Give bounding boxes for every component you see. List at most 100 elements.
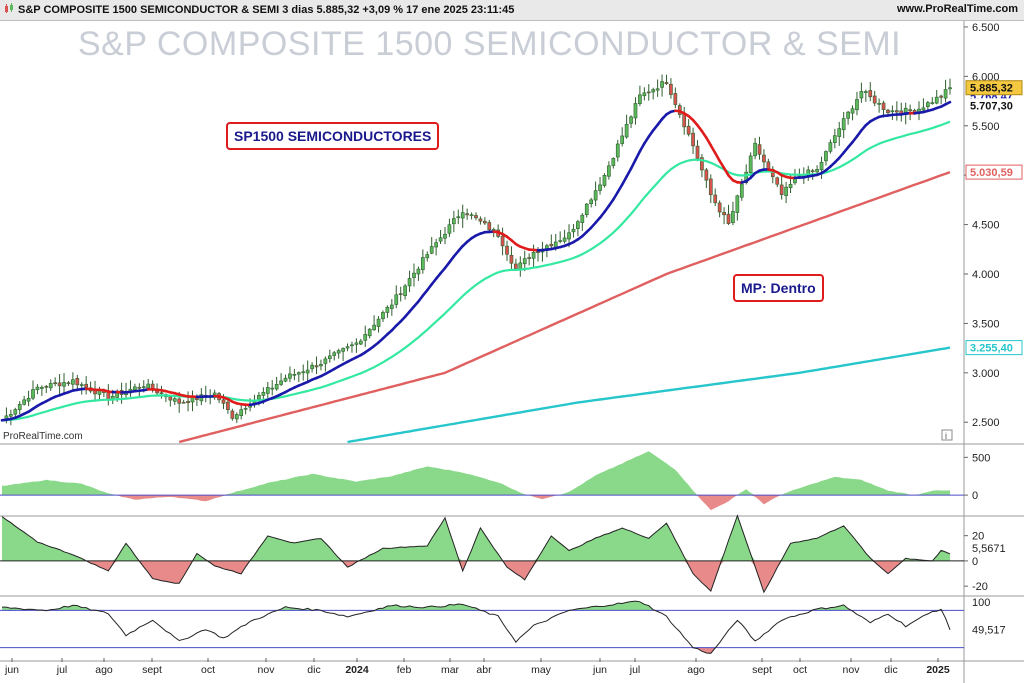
candle-body [819,161,824,171]
candle-body [79,384,84,386]
candle-body [394,294,399,305]
candle-body [31,389,35,399]
candle-body [13,409,18,415]
candle-body [62,382,66,387]
ma-longest-label: 3.255,40 [970,343,1013,355]
candle-body [270,387,275,390]
candle-body [22,399,26,405]
candle-body [159,392,164,394]
candle-body [868,90,873,98]
candle-body [739,183,744,198]
candle-body [726,213,731,224]
candle-body [571,228,576,233]
candle-body [921,107,926,111]
ma-fast-segment [629,158,637,170]
candle-body [589,199,594,205]
candle-body [673,93,678,105]
candle-body [443,233,447,239]
candle-body [908,109,912,112]
ma-fast-segment [620,175,628,186]
candle-body [283,377,288,382]
ma-fast-segment [705,136,713,147]
candle-body [460,212,465,219]
x-tick-label: 2025 [926,664,950,676]
candle-body [894,110,899,113]
chart-canvas[interactable]: S&P COMPOSITE 1500 SEMICONDUCTOR & SEMI 2… [0,21,1024,683]
candle-body [57,382,62,387]
candle-body [527,257,532,259]
candle-body [824,151,828,162]
candle-body [305,369,310,374]
y-tick-label: 4.000 [972,269,1000,281]
candle-body [17,403,22,410]
ma-fast-segment [612,190,620,201]
candle-body [624,124,629,138]
ma-fast-segment [713,151,721,163]
y-tick-label: 3.500 [972,318,1000,330]
ma-long-line [178,170,951,444]
ma-long-label: 5.030,59 [970,167,1013,179]
candle-body [186,400,190,404]
candle-body [181,401,186,404]
candle-body [722,211,726,216]
candle-body [9,414,13,417]
candle-body [372,324,376,331]
candle-body [35,386,40,391]
candle-body [837,128,842,137]
osc3-tick-label: 100 [972,597,990,609]
candle-body [243,408,248,410]
candle-body [44,385,49,388]
ma-fast-segment [616,183,624,194]
candle-body [500,235,505,247]
candle-body [474,215,478,219]
candle-body [939,95,943,98]
candle-body [841,118,846,131]
candle-body [562,237,567,242]
candle-body [40,387,44,389]
candle-body [779,184,784,195]
credit-label: ProRealTime.com [3,431,83,442]
osc2-tick-label: 20 [972,531,984,543]
x-tick-label: nov [843,664,861,676]
candle-body [633,103,638,119]
candle-body [407,278,412,287]
candle-body [234,414,239,420]
site-url[interactable]: www.ProRealTime.com [896,3,1018,15]
ma-longest-label-bg [965,340,1023,356]
candle-body [75,378,80,386]
ma-fast-label-bg [966,98,1022,113]
annotation-mp-dentro: MP: Dentro [733,274,824,302]
chart-title: S&P COMPOSITE 1500 SEMICONDUCTOR & SEMI … [4,3,514,16]
candle-body [363,334,368,341]
candle-body [877,103,881,105]
x-tick-label: jul [56,664,68,676]
candle-body [230,410,235,419]
candle-body [261,392,266,396]
candle-body [146,383,151,389]
osc3-overbought-fill [2,601,950,611]
candle-body [483,220,487,224]
candle-body [429,246,434,254]
candle-body [456,216,461,219]
candle-body [549,243,554,247]
watermark-title: S&P COMPOSITE 1500 SEMICONDUCTOR & SEMI [78,25,901,63]
candle-body [948,87,952,90]
candle-body [593,190,598,201]
osc3-line [2,600,951,654]
candle-body [425,254,430,259]
candle-body [607,165,611,177]
candle-body [398,293,403,295]
y-tick-label: 6.500 [972,22,1000,34]
candle-body [265,387,270,394]
candle-body [509,254,514,264]
candle-body [598,184,602,191]
candle-body [664,82,669,85]
candle-body [288,373,292,379]
y-tick-label: 3.000 [972,368,1000,380]
candle-body [558,240,563,242]
x-tick-label: ago [95,664,113,676]
candle-body [332,352,337,356]
info-icon [941,429,953,441]
ma-long-label-bg [965,164,1023,180]
osc1-neg-fill [2,495,950,511]
